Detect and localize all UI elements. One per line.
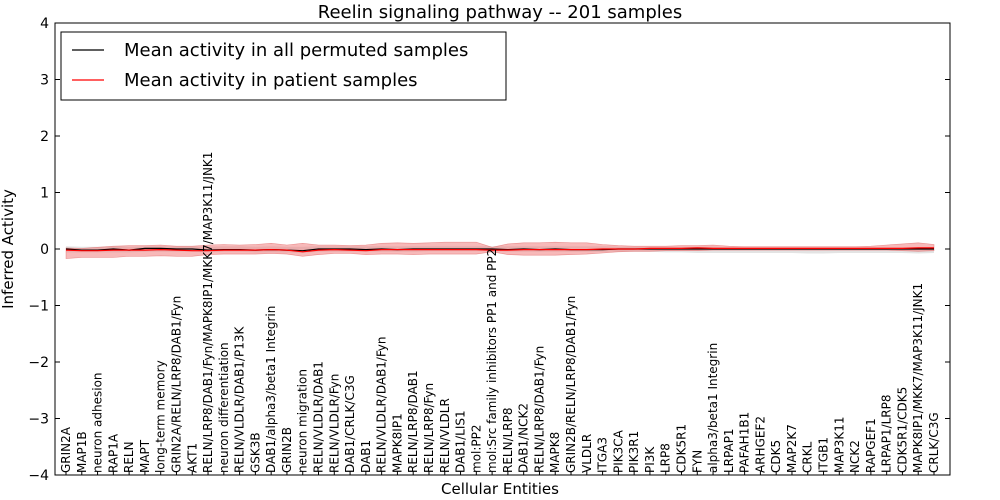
x-tick-label: CRLK/C3G	[927, 412, 941, 473]
x-tick-label: RELN/VLDLR	[438, 398, 452, 473]
x-tick-label: PAFAH1B1	[738, 412, 752, 473]
x-tick-label: PI3K	[643, 446, 657, 473]
x-tick-label: LRPAP1/LRP8	[880, 394, 894, 473]
x-tick-label: neuron migration	[296, 369, 310, 473]
y-axis-title: Inferred Activity	[0, 189, 17, 309]
x-tick-label: MAPT	[138, 439, 152, 473]
x-tick-label: CDK5R1	[675, 424, 689, 473]
x-tick-label: neuron adhesion	[91, 372, 105, 473]
x-tick-label: RAPGEF1	[864, 418, 878, 473]
chart-title: Reelin signaling pathway -- 201 samples	[318, 2, 682, 23]
x-tick-label: NCK2	[848, 440, 862, 473]
x-tick-label: MAP2K7	[785, 424, 799, 473]
x-tick-label: RELN/LRP8/DAB1/Fyn	[533, 346, 547, 473]
x-tick-label: long-term memory	[154, 360, 168, 473]
x-tick-label: CRKL	[801, 441, 815, 473]
x-tick-label: ITGB1	[817, 437, 831, 473]
legend-label-patient: Mean activity in patient samples	[124, 70, 418, 91]
x-tick-label: GSK3B	[248, 432, 262, 473]
y-tick-label: −3	[28, 412, 49, 428]
x-tick-label: PIK3CA	[611, 429, 625, 473]
series-lines	[65, 247, 934, 253]
legend-box	[60, 31, 507, 101]
x-tick-label: RELN/VLDLR/DAB1/Fyn	[375, 337, 389, 473]
x-tick-label: RELN/VLDLR/Fyn	[327, 374, 341, 473]
y-tick-label: 2	[40, 129, 49, 145]
x-tick-label: RELN	[122, 441, 136, 473]
x-tick-label: RELN/LRP8/DAB1	[406, 370, 420, 473]
x-tick-label: DAB1/LIS1	[454, 410, 468, 473]
x-axis-title: Cellular Entities	[441, 480, 559, 498]
x-tick-label: alpha3/beta1 Integrin	[706, 343, 720, 473]
x-tick-label: GRIN2B	[280, 427, 294, 473]
x-tick-label: LRP8	[659, 443, 673, 473]
x-tick-label: DAB1/alpha3/beta1 Integrin	[264, 306, 278, 473]
x-tick-label: RAP1A	[106, 433, 120, 473]
legend-label-permuted: Mean activity in all permuted samples	[124, 40, 468, 61]
x-axis: GRIN2A MAP1B neuron adhesion RAP1A RELN MAPT l…	[59, 152, 941, 475]
x-tick-label: RELN/VLDLR/DAB1	[312, 361, 326, 473]
x-tick-label: MAPK8IP1/MKK7/MAP3K11/JNK1	[911, 283, 925, 473]
y-tick-label: −4	[28, 468, 49, 484]
x-tick-label: FYN	[690, 450, 704, 473]
x-tick-label: GRIN2B/RELN/LRP8/DAB1/Fyn	[564, 296, 578, 473]
x-tick-label: RELN/LRP8/DAB1/Fyn/MAPK8IP1/MKK7/MAP3K11…	[201, 152, 215, 473]
x-tick-label: ITGA3	[596, 437, 610, 473]
x-tick-label: PIK3R1	[627, 431, 641, 473]
x-tick-label: CDK5R1/CDK5	[895, 387, 909, 473]
x-tick-label: GRIN2A/RELN/LRP8/DAB1/Fyn	[170, 296, 184, 473]
y-tick-label: 4	[40, 16, 49, 32]
x-tick-label: mol:Src family inhibitors PP1 and PP2	[485, 249, 499, 473]
legend: Mean activity in all permuted samples Me…	[60, 31, 507, 101]
x-tick-label: DAB1	[359, 440, 373, 473]
x-tick-label: RELN/VLDLR/DAB1/P13K	[233, 326, 247, 473]
x-tick-label: mol:PP2	[469, 424, 483, 473]
y-tick-label: 1	[40, 186, 49, 202]
x-tick-label: AKT1	[185, 443, 199, 473]
y-tick-label: 0	[40, 242, 49, 258]
y-tick-label: −1	[28, 299, 49, 315]
y-tick-label: 3	[40, 73, 49, 89]
x-tick-label: VLDLR	[580, 434, 594, 473]
y-axis: −4 −3 −2 −1 0 1 2 3 4	[28, 16, 950, 484]
y-tick-label: −2	[28, 355, 49, 371]
x-tick-label: CDK5	[769, 440, 783, 473]
x-tick-label: DAB1/NCK2	[517, 403, 531, 473]
x-tick-label: ARHGEF2	[753, 416, 767, 473]
x-tick-label: LRPAP1	[722, 428, 736, 473]
x-tick-label: neuron differentiation	[217, 342, 231, 473]
x-tick-label: GRIN2A	[59, 426, 73, 473]
x-tick-label: DAB1/CRLK/C3G	[343, 375, 357, 473]
series-line-patient	[65, 247, 934, 253]
x-tick-label: RELN/LRP8/Fyn	[422, 383, 436, 473]
x-tick-label: RELN/LRP8	[501, 407, 515, 473]
x-tick-label: MAPK8IP1	[390, 413, 404, 473]
x-tick-label: MAP3K11	[832, 416, 846, 473]
x-tick-label: MAP1B	[75, 431, 89, 473]
x-tick-label: MAPK8	[548, 432, 562, 473]
